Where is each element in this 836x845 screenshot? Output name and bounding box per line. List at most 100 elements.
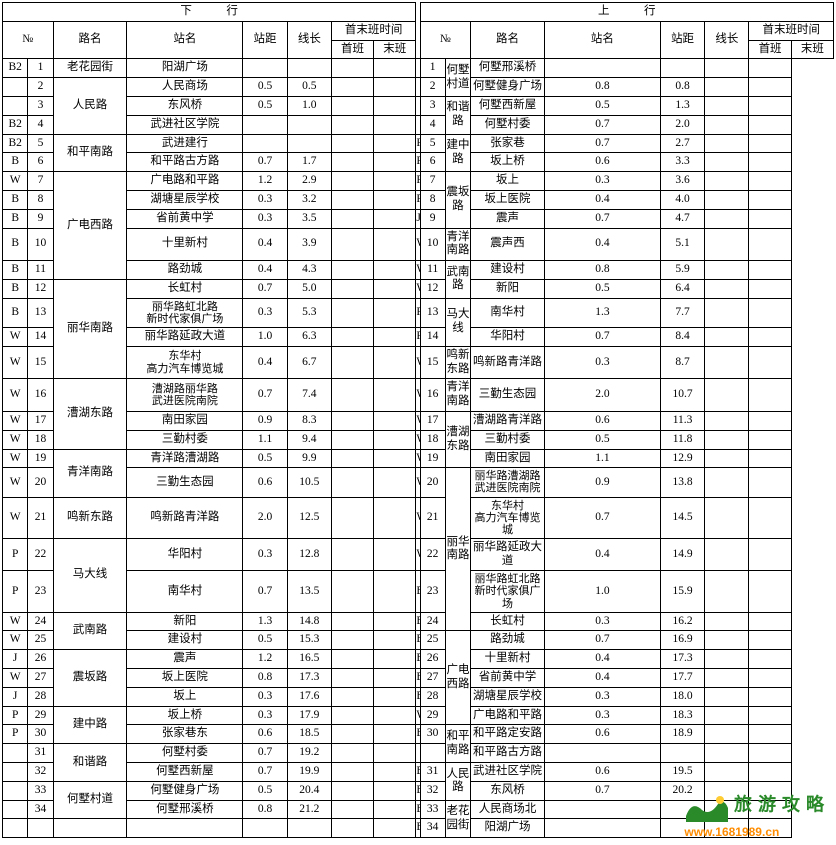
road: 震坂路 — [445, 172, 470, 228]
up-title: 上 行 — [420, 3, 833, 22]
road: 马大线 — [445, 298, 470, 346]
len: 14.9 — [660, 538, 704, 571]
idx: 16 — [420, 379, 445, 412]
first — [331, 172, 373, 191]
dist: 0.4 — [544, 228, 660, 261]
len: 5.3 — [287, 298, 331, 327]
idx: 13 — [420, 298, 445, 327]
mark: W — [3, 379, 28, 412]
idx: 33 — [28, 781, 53, 800]
first — [331, 763, 373, 782]
dist: 0.4 — [243, 346, 287, 379]
last — [749, 744, 791, 763]
station: 东风桥 — [127, 96, 243, 115]
page: 下 行上 行№路名站名站距线长首末班时间№路名站名站距线长首末班时间首班末班首班… — [0, 0, 836, 845]
mark: P — [416, 190, 420, 209]
dist: 1.1 — [544, 449, 660, 468]
road: 人民路 — [445, 763, 470, 801]
col-last: 末班 — [791, 40, 833, 59]
dist: 0.8 — [544, 78, 660, 97]
last — [374, 706, 416, 725]
len: 10.7 — [660, 379, 704, 412]
idx: 7 — [28, 172, 53, 191]
idx: 27 — [28, 669, 53, 688]
mark: B — [3, 190, 28, 209]
last — [749, 449, 791, 468]
dist: 0.7 — [243, 153, 287, 172]
mark: W — [3, 612, 28, 631]
len: 11.8 — [660, 430, 704, 449]
first — [705, 209, 749, 228]
last — [374, 449, 416, 468]
first — [705, 571, 749, 612]
station: 张家巷东 — [127, 725, 243, 744]
last — [374, 763, 416, 782]
station: 何墅西新屋 — [471, 96, 545, 115]
idx: 10 — [420, 228, 445, 261]
idx: 6 — [420, 153, 445, 172]
route-table: 下 行上 行№路名站名站距线长首末班时间№路名站名站距线长首末班时间首班末班首班… — [2, 2, 834, 838]
last — [374, 346, 416, 379]
first — [705, 134, 749, 153]
road: 和平南路 — [53, 134, 127, 172]
mark: W — [3, 449, 28, 468]
last — [374, 800, 416, 819]
first — [705, 59, 749, 78]
first — [331, 346, 373, 379]
station: 省前黄中学 — [471, 669, 545, 688]
len: 7.4 — [287, 379, 331, 412]
len: 20.4 — [287, 781, 331, 800]
table-row: B8湖塘星辰学校0.33.2P8坂上医院0.44.0 — [3, 190, 834, 209]
idx: 21 — [28, 497, 53, 538]
idx: 28 — [28, 687, 53, 706]
col-no: № — [420, 21, 471, 59]
station: 坂上医院 — [471, 190, 545, 209]
table-row: B6和平路古方路0.71.7P6坂上桥0.63.3 — [3, 153, 834, 172]
table-row: B10十里新村0.43.9W10青洋南路震声西0.45.1 — [3, 228, 834, 261]
first — [331, 134, 373, 153]
dist: 0.3 — [243, 190, 287, 209]
first — [331, 497, 373, 538]
road: 马大线 — [53, 538, 127, 612]
dist: 1.3 — [243, 612, 287, 631]
road: 老花园街 — [53, 59, 127, 78]
len: 19.2 — [287, 744, 331, 763]
idx: 29 — [28, 706, 53, 725]
idx: 28 — [420, 687, 445, 706]
station: 湖塘星辰学校 — [127, 190, 243, 209]
len: 8.3 — [287, 411, 331, 430]
len: 16.2 — [660, 612, 704, 631]
station: 青洋路漕湖路 — [127, 449, 243, 468]
last — [749, 96, 791, 115]
dist: 0.3 — [544, 706, 660, 725]
dist: 0.4 — [544, 538, 660, 571]
dist: 0.4 — [544, 650, 660, 669]
table-row: W25建设村0.515.3B25广电西路路劲城0.716.9 — [3, 631, 834, 650]
table-row: J28坂上0.317.6B28湖塘星辰学校0.318.0 — [3, 687, 834, 706]
col-road: 路名 — [53, 21, 127, 59]
dist: 0.7 — [243, 279, 287, 298]
first — [705, 706, 749, 725]
table-row: W27坂上医院0.817.3B27省前黄中学0.417.7 — [3, 669, 834, 688]
dist: 1.2 — [243, 172, 287, 191]
station: 何墅村委 — [471, 115, 545, 134]
last — [374, 687, 416, 706]
station: 鸣新路青洋路 — [127, 497, 243, 538]
station: 东风桥 — [471, 781, 545, 800]
first — [705, 538, 749, 571]
station: 漕湖路青洋路 — [471, 411, 545, 430]
station: 阳湖广场 — [471, 819, 545, 838]
dist: 0.7 — [544, 781, 660, 800]
table-row: W14丽华路延政大道1.06.3P14华阳村0.78.4 — [3, 327, 834, 346]
last — [374, 497, 416, 538]
col-len: 线长 — [287, 21, 331, 59]
station: 何墅村委 — [127, 744, 243, 763]
dist: 0.3 — [544, 612, 660, 631]
idx: 11 — [420, 261, 445, 280]
idx: 18 — [420, 430, 445, 449]
mark: B2 — [416, 763, 420, 782]
road: 和平南路 — [445, 725, 470, 763]
last — [374, 279, 416, 298]
last — [374, 115, 416, 134]
len: 13.8 — [660, 468, 704, 497]
